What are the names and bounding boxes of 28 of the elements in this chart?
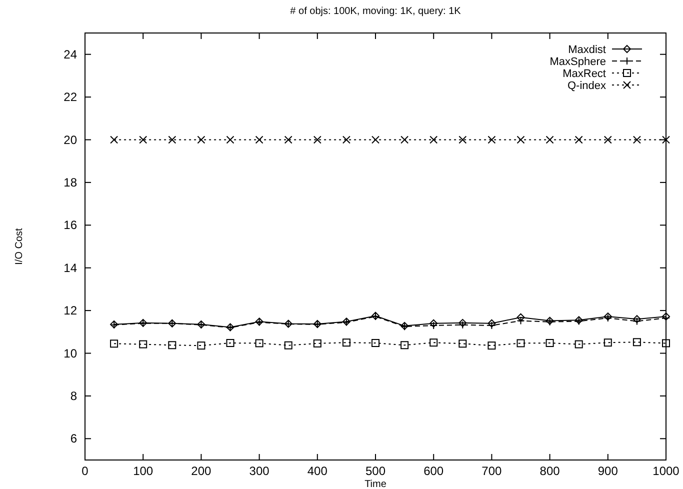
x-tick-label: 900: [598, 464, 618, 478]
y-tick-label: 24: [64, 47, 78, 62]
y-tick-label: 8: [70, 388, 78, 403]
x-tick-label: 100: [133, 464, 154, 478]
x-tick-label: 200: [191, 464, 212, 478]
legend-label: MaxSphere: [550, 56, 606, 68]
x-tick-label: 400: [307, 464, 328, 478]
chart-title: # of objs: 100K, moving: 1K, query: 1K: [290, 6, 462, 17]
x-tick-label: 1000: [652, 464, 680, 478]
y-tick-label: 20: [64, 132, 78, 147]
x-tick-label: 700: [482, 464, 502, 478]
x-axis-title: Time: [364, 479, 387, 489]
x-tick-label: 500: [365, 464, 386, 478]
legend-label: MaxRect: [562, 68, 606, 80]
y-tick-label: 6: [70, 432, 78, 446]
y-tick-label: 14: [64, 260, 78, 275]
y-tick-label: 12: [64, 304, 78, 318]
y-tick-label: 22: [64, 90, 78, 104]
legend-label: Q-index: [567, 80, 606, 92]
x-tick-label: 300: [249, 464, 270, 478]
y-tick-label: 16: [64, 218, 78, 232]
y-tick-label: 10: [64, 346, 78, 360]
y-tick-label: 18: [64, 175, 78, 190]
legend-label: Maxdist: [568, 44, 606, 56]
y-axis-title: I/O Cost: [14, 228, 25, 265]
x-tick-label: 600: [424, 464, 444, 478]
x-tick-label: 800: [540, 464, 560, 478]
x-tick-label: 0: [82, 464, 89, 478]
